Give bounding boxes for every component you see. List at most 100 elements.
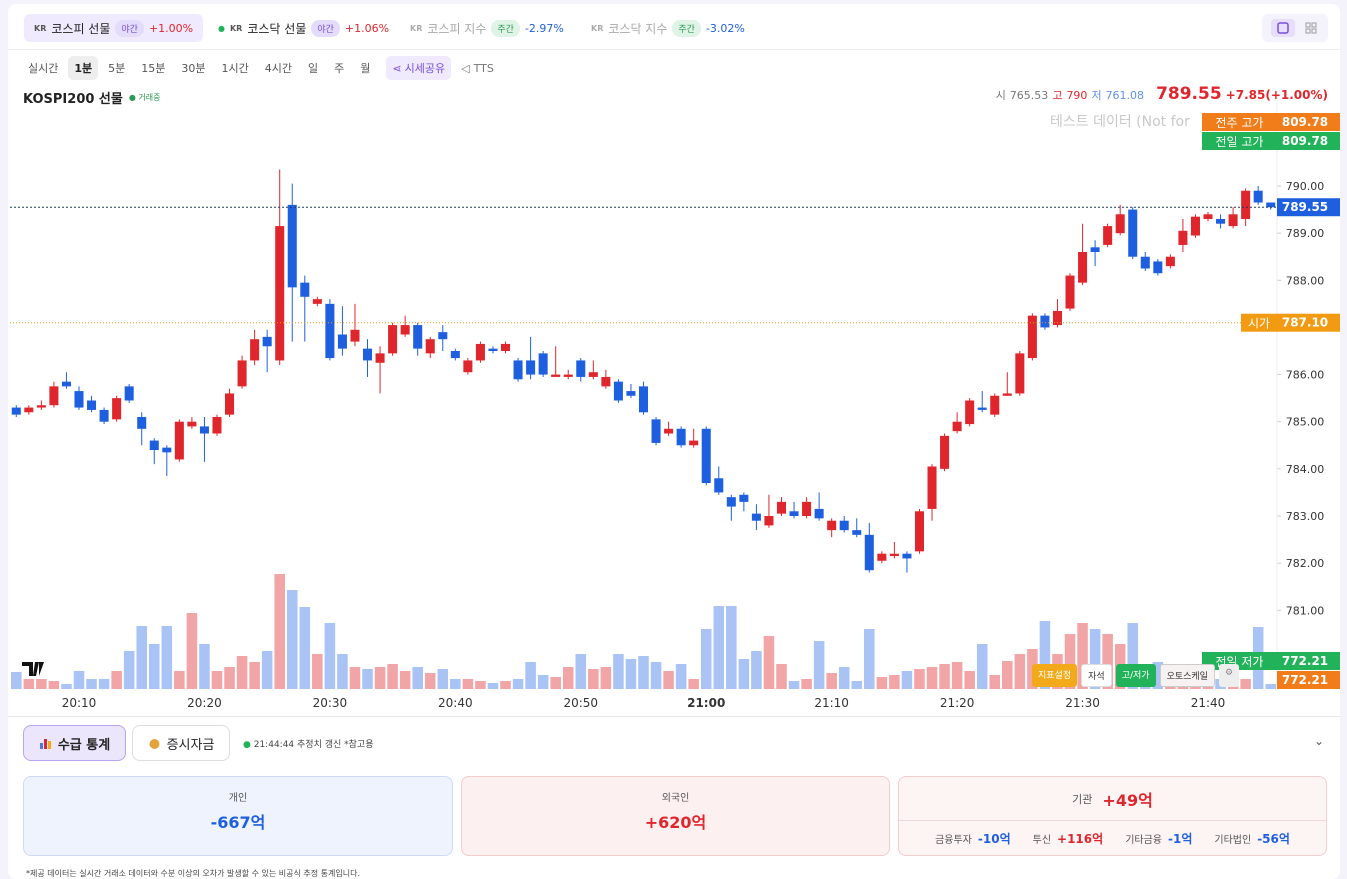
tab-label: 증시자금 bbox=[166, 737, 215, 753]
volume-bar bbox=[600, 667, 612, 689]
ticker[interactable]: KR 코스닥 지수 주간 -3.02% bbox=[581, 14, 755, 42]
tab-flow[interactable]: 수급 통계 bbox=[23, 725, 126, 761]
candle-body bbox=[1103, 226, 1113, 245]
detail: 투신 +116억 bbox=[1033, 830, 1104, 847]
view-toggle[interactable] bbox=[1262, 14, 1328, 42]
candle-body bbox=[488, 348, 498, 352]
candle-body bbox=[1128, 209, 1138, 257]
watermark: 테스트 데이터 (Not for bbox=[1050, 114, 1190, 130]
candle-body bbox=[337, 334, 347, 349]
candle-body bbox=[1203, 214, 1213, 220]
volume-bar bbox=[437, 669, 449, 689]
volume-bar bbox=[487, 683, 499, 689]
candle-body bbox=[927, 466, 937, 509]
volume-bar bbox=[274, 574, 285, 689]
volume-bar bbox=[199, 644, 210, 689]
ticker-name: 코스닥 선물 bbox=[247, 21, 307, 36]
candle-body bbox=[49, 386, 59, 406]
candle-body bbox=[751, 513, 761, 521]
timeframe[interactable]: 15분 bbox=[141, 62, 166, 75]
chart-header: KOSPI200 선물 ● 거래중 bbox=[23, 88, 160, 107]
ticker[interactable]: ● KR 코스닥 선물 야간 +1.06% bbox=[208, 14, 399, 42]
y-tick-label: 788.00 bbox=[1286, 274, 1325, 287]
status-text: 거래중 bbox=[138, 93, 161, 102]
collapse[interactable]: ⌄ bbox=[1313, 734, 1324, 748]
candle-body bbox=[889, 553, 899, 557]
level-price: 809.78 bbox=[1282, 115, 1328, 129]
candle-body bbox=[1216, 219, 1226, 224]
card-value: +620억 bbox=[644, 813, 707, 832]
volume-bar bbox=[512, 679, 524, 689]
candle-body bbox=[1065, 275, 1075, 309]
footnote: *제공 데이터는 실시간 거래소 데이터와 수분 이상의 오차가 발생할 수 있… bbox=[26, 869, 360, 878]
tool-button[interactable]: 고/저가 bbox=[1115, 664, 1156, 687]
candle-body bbox=[814, 508, 824, 519]
timeframe[interactable]: 실시간 bbox=[28, 62, 59, 75]
tool-button[interactable]: 오토스케일 bbox=[1159, 664, 1215, 687]
volume-bar bbox=[851, 681, 863, 689]
volume-bar bbox=[588, 669, 599, 689]
timeframe[interactable]: 일 bbox=[308, 62, 319, 75]
candle-body bbox=[914, 511, 924, 552]
timeframe[interactable]: 주 bbox=[334, 62, 345, 75]
candle-body bbox=[990, 395, 1000, 415]
card-institution: 기관 +49억 금융투자 -10억 투신 +116억 기타금융 -1억 기타법인 -56억 bbox=[898, 776, 1327, 856]
x-tick-label: 21:00 bbox=[687, 696, 725, 710]
timeframe[interactable]: 1분 bbox=[68, 56, 99, 80]
chart: 테스트 데이터 (Not for 781.00 782.00 783.00 784.00… bbox=[10, 100, 1340, 710]
candle-body bbox=[212, 416, 222, 434]
update-text: 21:44:44 추정치 갱신 *참고용 bbox=[253, 740, 374, 750]
y-tick-label: 781.00 bbox=[1286, 604, 1325, 617]
volume-bar bbox=[964, 671, 975, 689]
volume-bar bbox=[663, 671, 674, 689]
card-label: 개인 bbox=[228, 793, 248, 804]
candle-body bbox=[413, 325, 423, 349]
ticker[interactable]: KR 코스피 지수 주간 -2.97% bbox=[400, 14, 574, 42]
volume-bar bbox=[525, 662, 536, 689]
volume-bar bbox=[864, 629, 875, 689]
level-price-box bbox=[1277, 671, 1340, 689]
x-tick-label: 20:30 bbox=[313, 696, 348, 710]
candle-body bbox=[1078, 252, 1088, 283]
candle-body bbox=[287, 204, 297, 288]
volume-bar bbox=[48, 681, 60, 689]
volume-bar bbox=[148, 644, 160, 689]
candle-body bbox=[626, 391, 636, 396]
timeframe[interactable]: 5분 bbox=[108, 62, 126, 75]
volume-bar bbox=[186, 613, 198, 689]
tab-funds[interactable]: 증시자금 bbox=[132, 725, 230, 761]
volume-bar bbox=[36, 679, 47, 689]
level-price: 772.21 bbox=[1282, 673, 1328, 687]
candle-body bbox=[877, 553, 887, 561]
timeframe[interactable]: 1시간 bbox=[221, 62, 249, 75]
timeframe[interactable]: 4시간 bbox=[264, 62, 293, 75]
timeframe[interactable]: 월 bbox=[360, 62, 371, 75]
candle-body bbox=[400, 325, 410, 335]
divider bbox=[8, 716, 1340, 717]
ticker-name: 코스피 지수 bbox=[427, 21, 487, 36]
volume-bar bbox=[763, 636, 775, 689]
detail-label: 투신 bbox=[1032, 834, 1052, 846]
price-change: +7.85(+1.00%) bbox=[1225, 88, 1328, 102]
tts-label: TTS bbox=[473, 61, 494, 75]
ticker[interactable]: KR 코스피 선물 야간 +1.00% bbox=[24, 14, 204, 42]
tool-button[interactable]: 자석 bbox=[1081, 664, 1112, 687]
volume-bar bbox=[249, 662, 260, 689]
share-button[interactable]: ⋖ 시세공유 bbox=[386, 56, 452, 80]
chart-tools: 지표설정 자석 고/저가 오토스케일 ⚙ bbox=[1032, 664, 1240, 687]
candle-body bbox=[802, 501, 812, 516]
settings-button[interactable]: ⚙ bbox=[1218, 664, 1240, 687]
candle-body bbox=[1027, 315, 1037, 359]
icon bbox=[149, 738, 160, 749]
candle-body bbox=[739, 494, 749, 502]
volume-bar bbox=[299, 607, 311, 689]
tool-button[interactable]: 지표설정 bbox=[1032, 664, 1078, 687]
candle-body bbox=[588, 372, 598, 377]
candle-body bbox=[1153, 261, 1163, 274]
volume-bar bbox=[1064, 634, 1076, 689]
candle-body bbox=[375, 353, 385, 363]
timeframe[interactable]: 30분 bbox=[181, 62, 206, 75]
tts-button[interactable]: ◁ TTS bbox=[455, 58, 500, 79]
tts-icon: ◁ bbox=[461, 61, 470, 75]
candle-body bbox=[463, 360, 473, 373]
